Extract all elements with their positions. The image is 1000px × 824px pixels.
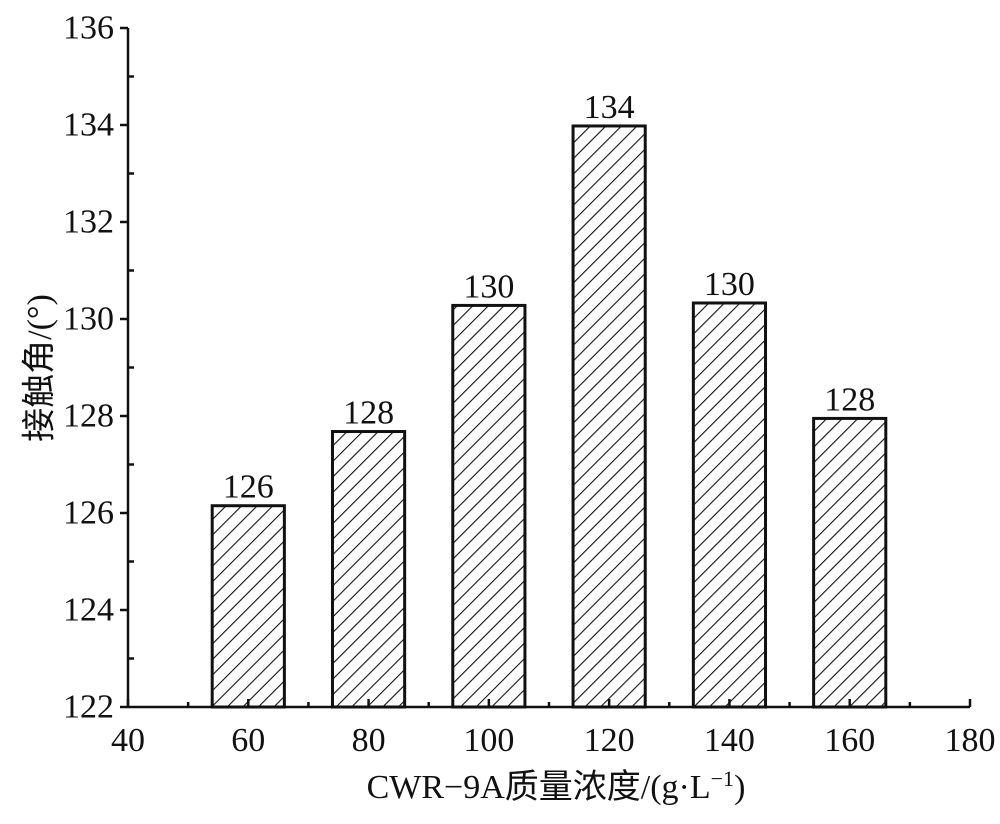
data-label-100: 130 — [463, 268, 514, 305]
y-axis-title: 接触角/(°) — [21, 294, 59, 442]
x-axis-title-superscript: −1 — [711, 766, 734, 791]
x-axis-title: CWR−9A质量浓度/(g·L−1) — [367, 766, 746, 806]
bar-60 — [210, 504, 286, 709]
x-tick-label-120: 120 — [584, 722, 635, 759]
y-tick-label-130: 130 — [63, 301, 114, 338]
bar-120 — [571, 124, 647, 709]
data-label-140: 130 — [704, 266, 755, 303]
x-axis-title-suffix: ) — [734, 769, 745, 806]
data-label-160: 128 — [824, 381, 875, 418]
x-tick-label-160: 160 — [824, 722, 875, 759]
data-labels-group: 126 128 130 134 130 128 — [223, 89, 875, 506]
y-tick-label-124: 124 — [63, 592, 114, 629]
x-tick-label-140: 140 — [704, 722, 755, 759]
y-tick-label-126: 126 — [63, 495, 114, 532]
axes-group: 122 124 126 128 130 132 134 136 40 60 80 100 120 140 1… — [63, 10, 996, 760]
y-tick-label-136: 136 — [63, 10, 114, 47]
data-label-120: 134 — [584, 89, 635, 126]
data-label-60: 126 — [223, 469, 274, 506]
data-label-80: 128 — [343, 395, 394, 432]
y-tick-label-132: 132 — [63, 204, 114, 241]
bars-group — [210, 124, 888, 709]
bar-80 — [330, 430, 407, 709]
bar-160 — [812, 416, 888, 709]
y-tick-label-122: 122 — [63, 689, 114, 726]
x-tick-label-180: 180 — [945, 722, 996, 759]
x-tick-label-60: 60 — [231, 722, 265, 759]
x-tick-label-80: 80 — [352, 722, 386, 759]
bar-100 — [451, 303, 527, 709]
bar-140 — [691, 301, 768, 709]
x-axis-title-main: CWR−9A质量浓度/(g·L — [367, 768, 711, 806]
x-tick-label-100: 100 — [463, 722, 514, 759]
x-tick-label-40: 40 — [111, 722, 145, 759]
y-tick-label-128: 128 — [63, 398, 114, 435]
y-tick-label-134: 134 — [63, 107, 114, 144]
